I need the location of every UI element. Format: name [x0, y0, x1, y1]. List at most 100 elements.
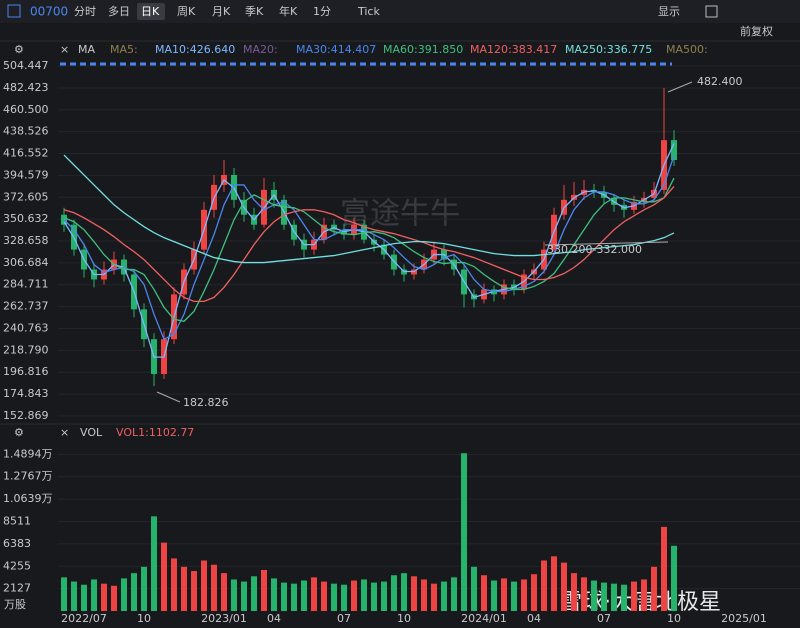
y-tick-label: 1.2767万: [3, 470, 53, 483]
volume-bar: [531, 574, 537, 611]
volume-bar: [441, 581, 447, 611]
y-tick-label: 394.579: [3, 168, 49, 181]
volume-bar: [141, 566, 147, 611]
legend-entry: MA60:391.850: [383, 43, 463, 56]
volume-bar: [401, 573, 407, 611]
volume-bar: [311, 577, 317, 611]
volume-bar: [581, 577, 587, 611]
annotation-line: [667, 81, 693, 93]
volume-bar: [201, 560, 207, 611]
volume-bar: [621, 584, 627, 611]
volume-bar: [281, 582, 287, 611]
volume-bar: [541, 560, 547, 611]
volume-bar: [231, 579, 237, 611]
settings-icon[interactable]: ⚙: [14, 43, 24, 56]
y-tick-label: 438.526: [3, 125, 49, 138]
y-tick-label: 240.763: [3, 321, 49, 334]
volume-bar: [251, 576, 257, 611]
vol-label: VOL1:1102.77: [116, 426, 194, 439]
annotation: 482.400: [697, 75, 743, 88]
volume-bar: [211, 564, 217, 611]
y-tick-label: 350.632: [3, 212, 49, 225]
volume-bar: [611, 583, 617, 611]
y-tick-label: 2127: [3, 582, 31, 595]
checkbox[interactable]: [705, 5, 718, 18]
legend-entry: MA120:383.417: [470, 43, 557, 56]
stock-code: 00700: [30, 5, 68, 19]
volume-bar: [491, 580, 497, 611]
x-tick-label: 04: [267, 612, 281, 625]
volume-bar: [571, 573, 577, 611]
tab[interactable]: Tick: [357, 5, 380, 18]
volume-bar: [331, 583, 337, 611]
close-icon[interactable]: ×: [60, 426, 69, 439]
volume-bar: [301, 580, 307, 611]
volume-bar: [151, 516, 157, 611]
x-tick-label: 10: [397, 612, 411, 625]
adjust-menu[interactable]: 前复权: [740, 24, 773, 38]
y-tick-label: 6383: [3, 537, 31, 550]
x-tick-label: 07: [597, 612, 611, 625]
tab[interactable]: 1分: [313, 5, 331, 18]
tab[interactable]: 年K: [279, 4, 298, 18]
legend-entry: MA5:: [110, 43, 138, 56]
tab[interactable]: 分时: [74, 5, 96, 18]
y-tick-label: 4255: [3, 559, 31, 572]
volume-bar: [651, 566, 657, 611]
volume-bar: [461, 453, 467, 611]
y-tick-label: 174.843: [3, 387, 49, 400]
volume-bar: [451, 577, 457, 611]
y-tick-label: 152.869: [3, 409, 49, 422]
volume-bar: [271, 578, 277, 611]
x-tick-label: 10: [667, 612, 681, 625]
y-tick-label: 372.605: [3, 190, 49, 203]
volume-bar: [191, 571, 197, 611]
ma-line: [63, 186, 675, 303]
volume-bar: [471, 566, 477, 611]
volume-bar: [91, 579, 97, 611]
tab[interactable]: 日K: [141, 5, 160, 18]
display-menu[interactable]: 显示: [658, 5, 680, 18]
volume-bar: [591, 580, 597, 611]
volume-bar: [431, 583, 437, 611]
close-icon[interactable]: ×: [60, 43, 69, 56]
legend-entry: MA30:414.407: [296, 43, 376, 56]
y-tick-label: 306.684: [3, 256, 49, 269]
vol-unit: 万股: [4, 598, 26, 611]
volume-bar: [241, 581, 247, 611]
volume-bar: [181, 566, 187, 611]
y-tick-label: 196.816: [3, 365, 49, 378]
volume-bar: [111, 585, 117, 611]
ma-line: [63, 143, 675, 358]
y-tick-label: 504.447: [3, 59, 49, 72]
tab[interactable]: 周K: [177, 5, 196, 18]
settings-icon[interactable]: ⚙: [14, 426, 24, 439]
legend-entry: MA10:426.640: [155, 43, 235, 56]
volume-bar: [101, 583, 107, 611]
y-tick-label: 328.658: [3, 234, 49, 247]
tab[interactable]: 季K: [245, 5, 264, 18]
volume-bar: [521, 579, 527, 611]
tab[interactable]: 多日: [108, 4, 130, 18]
volume-bar: [121, 578, 127, 611]
volume-bar: [551, 556, 557, 611]
ma-label[interactable]: MA: [78, 43, 95, 56]
tab[interactable]: 月K: [212, 5, 231, 18]
y-tick-label: 8511: [3, 514, 31, 527]
toolbar: [0, 0, 800, 23]
legend-entry: MA250:336.775: [565, 43, 652, 56]
y-tick-label: 284.711: [3, 278, 49, 291]
volume-bar: [411, 576, 417, 611]
x-tick-label: 2023/01: [201, 612, 247, 625]
x-tick-label: 2025/01: [721, 612, 767, 625]
panel-icon[interactable]: [7, 4, 21, 18]
y-tick-label: 460.500: [3, 103, 49, 116]
volume-bar: [351, 580, 357, 611]
x-tick-label: 10: [137, 612, 151, 625]
volume-bar: [601, 582, 607, 611]
y-tick-label: 218.790: [3, 343, 49, 356]
tab-selected: [137, 3, 165, 20]
volume-bar: [71, 581, 77, 611]
